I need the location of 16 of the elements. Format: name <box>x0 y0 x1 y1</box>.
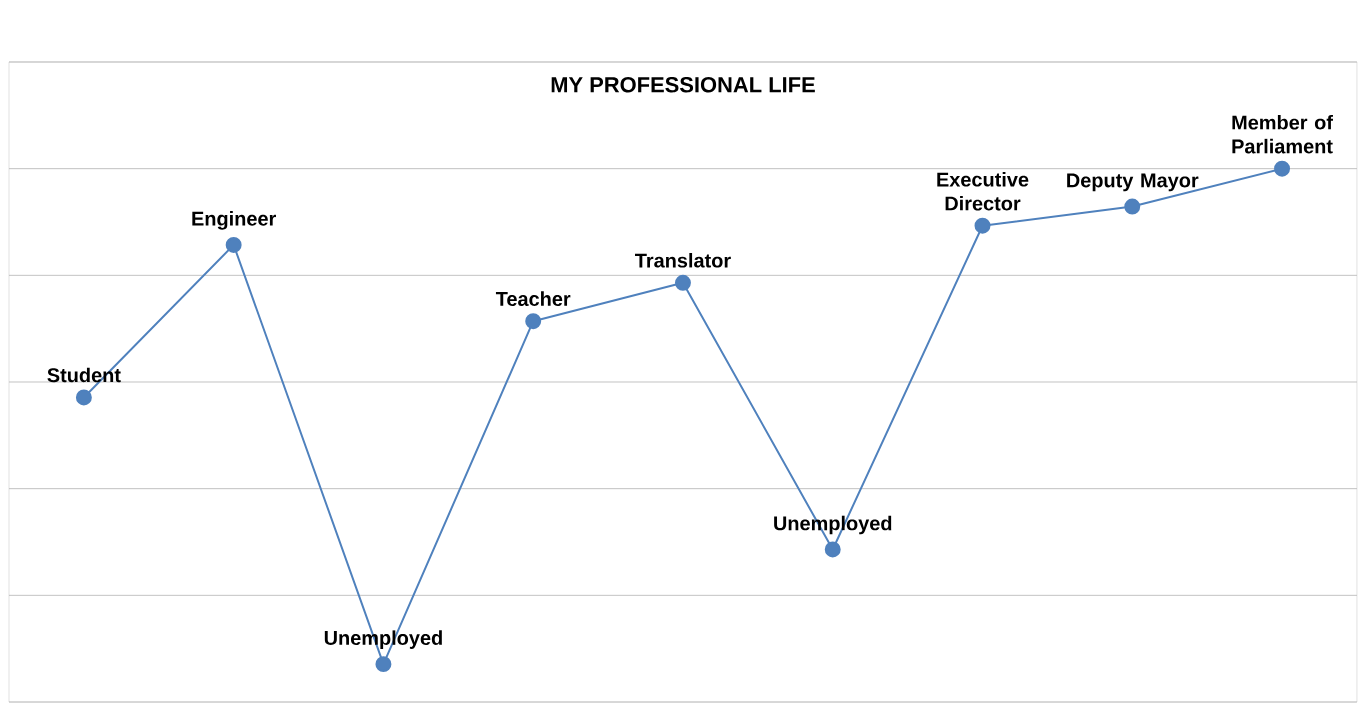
point <box>225 236 242 253</box>
point <box>824 541 841 558</box>
point <box>1124 198 1141 215</box>
point <box>1274 160 1291 177</box>
chart-title: MY PROFESSIONAL LIFE <box>551 76 815 93</box>
annotation: Teacher <box>495 291 571 306</box>
annotation: Engineer <box>192 211 276 230</box>
point <box>75 389 92 406</box>
annotation: Executive Director <box>937 172 1029 211</box>
point <box>674 274 691 291</box>
point <box>525 313 542 330</box>
annotation: Deputy Mayor <box>1067 173 1199 192</box>
annotation: Member of Parliament <box>1232 114 1333 154</box>
point <box>974 217 991 234</box>
point <box>375 656 392 673</box>
annotation: Translator <box>635 252 731 268</box>
